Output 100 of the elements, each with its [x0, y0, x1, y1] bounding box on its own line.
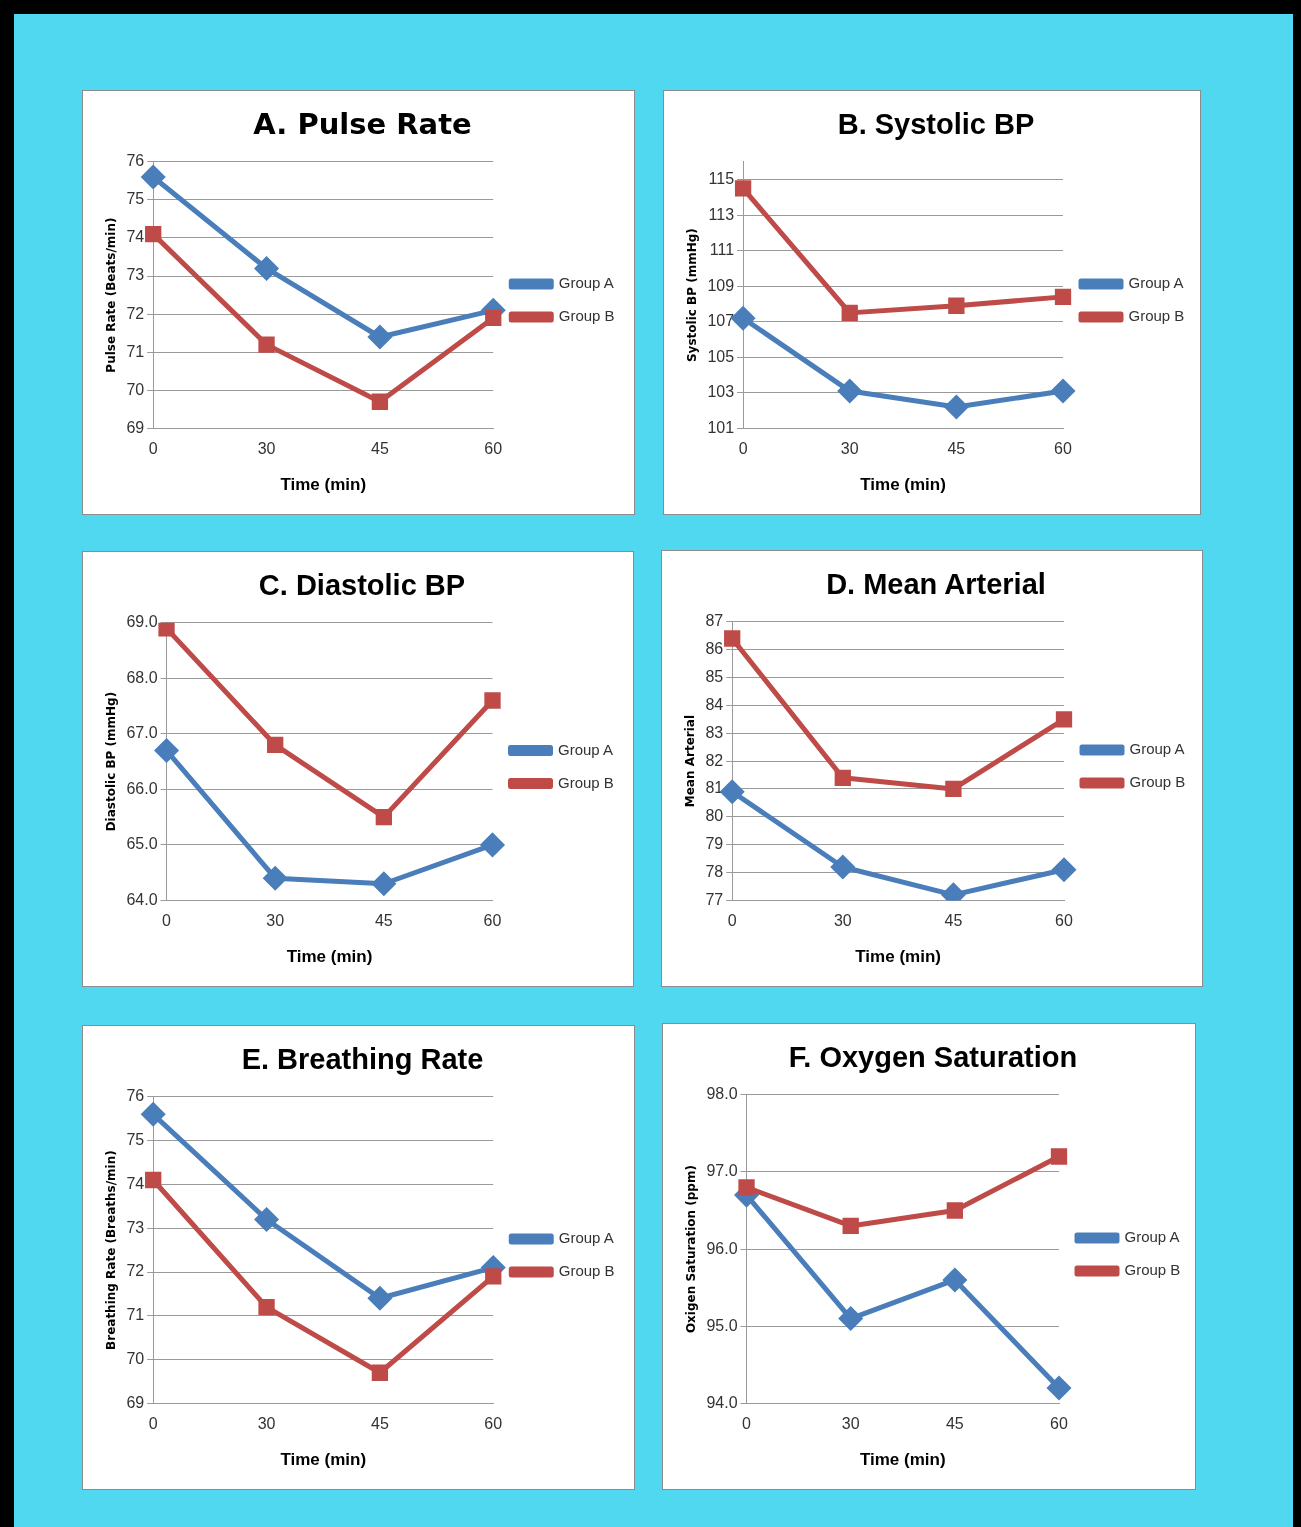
y-tick-label: 96.0	[706, 1239, 738, 1257]
y-tick-label: 85	[705, 667, 724, 685]
y-tick-label: 115	[708, 169, 735, 187]
y-tick-label: 80	[705, 807, 724, 825]
y-tick-label: 79	[705, 835, 724, 853]
x-axis-title: Time (min)	[280, 1450, 367, 1470]
x-axis-title: Time (min)	[280, 475, 367, 495]
x-axis-title: Time (min)	[860, 475, 946, 495]
x-tick-label: 0	[148, 440, 158, 458]
y-tick-label: 78	[705, 862, 724, 880]
x-tick-label: 60	[1054, 440, 1072, 458]
y-tick-label: 94.0	[706, 1393, 738, 1411]
y-tick-label: 83	[705, 723, 724, 741]
x-tick-label: 45	[371, 1415, 389, 1433]
x-tick-label: 60	[484, 1415, 503, 1433]
y-tick-label: 95.0	[706, 1316, 738, 1334]
x-tick-label: 0	[162, 912, 172, 930]
y-axis-title: Diastolic BP (mmHg)	[104, 691, 119, 832]
x-tick-label: 30	[257, 1415, 276, 1433]
x-tick-label: 45	[945, 1415, 964, 1433]
y-tick-label: 87	[705, 612, 724, 630]
x-tick-label: 30	[840, 440, 859, 458]
y-tick-label: 98.0	[706, 1085, 738, 1103]
y-tick-label: 103	[707, 383, 735, 401]
y-tick-label: 84	[705, 695, 724, 713]
x-tick-label: 45	[371, 440, 389, 458]
x-tick-label: 30	[257, 440, 276, 458]
y-tick-label: 64.0	[126, 890, 158, 908]
chart-title: C. Diastolic BP	[258, 569, 466, 602]
y-tick-label: 75	[126, 190, 145, 208]
x-tick-label: 45	[374, 912, 393, 930]
y-axis-title: Breathing Rate (Breaths/min)	[104, 1150, 119, 1350]
y-tick-label: 70	[126, 1350, 145, 1368]
x-tick-label: 0	[148, 1415, 158, 1433]
y-axis-title: Systolic BP (mmHg)	[685, 228, 700, 363]
x-tick-label: 0	[742, 1415, 752, 1433]
y-tick-label: 77	[705, 890, 724, 908]
legend-label: Group A	[558, 740, 614, 758]
y-tick-label: 68.0	[126, 668, 158, 686]
y-tick-label: 74	[126, 228, 145, 246]
y-tick-label: 69.0	[126, 613, 158, 631]
y-tick-label: 72	[126, 304, 145, 322]
y-tick-label: 71	[126, 342, 145, 360]
y-tick-label: 97.0	[706, 1162, 738, 1180]
x-tick-label: 60	[1050, 1415, 1068, 1433]
y-axis-title: Mean Arterial	[683, 714, 698, 808]
x-tick-label: 60	[1055, 912, 1073, 930]
y-tick-label: 66.0	[126, 779, 158, 797]
x-axis-title: Time (min)	[286, 947, 373, 967]
legend-label: Group B	[558, 773, 614, 791]
y-tick-label: 72	[126, 1262, 145, 1280]
legend-label: Group B	[1128, 307, 1185, 325]
y-tick-label: 101	[707, 418, 735, 436]
legend-label: Group B	[1129, 773, 1186, 791]
y-tick-label: 75	[126, 1131, 145, 1149]
legend-label: Group B	[558, 1262, 615, 1280]
x-tick-label: 30	[833, 912, 852, 930]
legend-label: Group A	[558, 274, 614, 292]
y-tick-label: 69	[126, 1393, 145, 1411]
x-tick-label: 0	[738, 440, 748, 458]
legend-label: Group B	[1124, 1261, 1181, 1279]
chart-title: E. Breathing Rate	[241, 1043, 484, 1076]
y-tick-label: 86	[705, 640, 724, 658]
y-axis-title: Oxigen Saturation (ppm)	[684, 1165, 699, 1334]
y-tick-label: 74	[126, 1174, 145, 1192]
x-tick-label: 60	[483, 912, 502, 930]
y-tick-label: 82	[705, 751, 724, 769]
y-tick-label: 73	[126, 266, 145, 284]
y-tick-label: 76	[126, 152, 145, 170]
x-tick-label: 30	[841, 1415, 860, 1433]
y-tick-label: 105	[707, 347, 735, 365]
y-tick-label: 81	[705, 779, 724, 797]
y-tick-label: 69	[126, 418, 145, 436]
y-axis-title: Pulse Rate (Beats/min)	[104, 217, 119, 373]
y-tick-label: 107	[707, 312, 735, 330]
y-tick-label: 65.0	[126, 835, 158, 853]
y-tick-label: 71	[126, 1306, 145, 1324]
x-tick-label: 30	[266, 912, 285, 930]
y-tick-label: 73	[126, 1218, 145, 1236]
y-tick-label: 67.0	[126, 724, 158, 742]
x-tick-label: 45	[944, 912, 963, 930]
x-axis-title: Time (min)	[859, 1450, 946, 1470]
legend-label: Group A	[558, 1229, 614, 1247]
x-tick-label: 45	[947, 440, 966, 458]
chart-title: D. Mean Arterial	[826, 568, 1046, 601]
y-tick-label: 76	[126, 1087, 145, 1105]
x-axis-title: Time (min)	[855, 947, 941, 967]
y-tick-label: 111	[709, 241, 735, 259]
x-tick-label: 60	[484, 440, 503, 458]
chart-title: F. Oxygen Saturation	[788, 1041, 1078, 1074]
legend-label: Group A	[1124, 1228, 1180, 1246]
legend-label: Group B	[558, 307, 615, 325]
chart-title: A. Pulse Rate	[253, 106, 472, 141]
chart-title: B. Systolic BP	[837, 108, 1035, 141]
y-tick-label: 70	[126, 380, 145, 398]
legend-label: Group A	[1129, 740, 1185, 758]
y-tick-label: 109	[707, 276, 735, 294]
x-tick-label: 0	[727, 912, 737, 930]
y-tick-label: 113	[708, 205, 735, 223]
legend-label: Group A	[1128, 274, 1184, 292]
